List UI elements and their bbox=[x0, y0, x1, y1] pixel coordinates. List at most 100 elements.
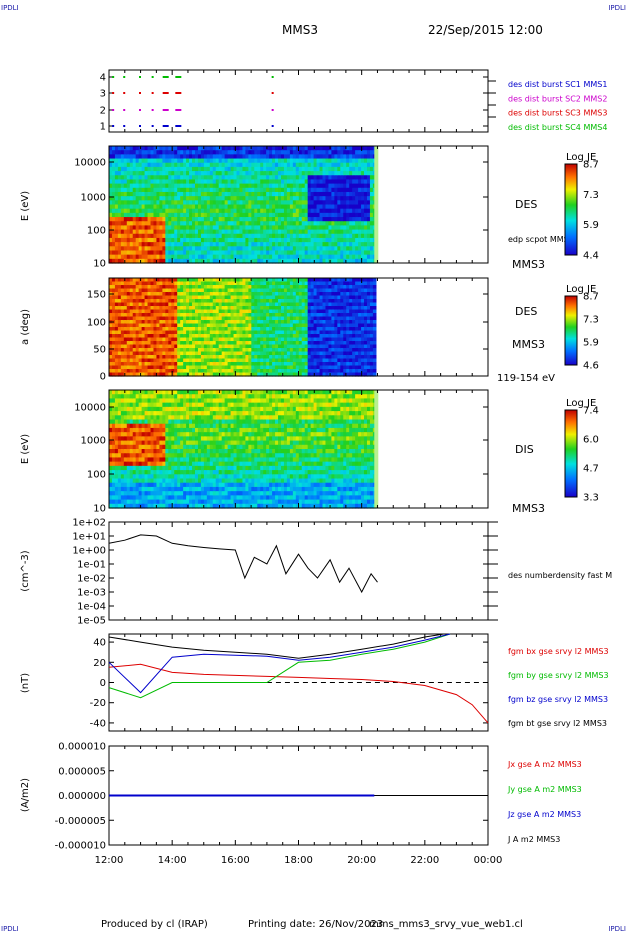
des-energy-cell bbox=[177, 183, 181, 189]
des-energy-cell bbox=[203, 191, 208, 197]
des-energy-cell bbox=[109, 175, 113, 181]
des-energy-cell bbox=[159, 204, 163, 210]
des-energy-cell bbox=[197, 196, 202, 201]
des-energy-cell bbox=[132, 162, 137, 168]
des-energy-cell bbox=[150, 258, 155, 264]
des-energy-cell bbox=[117, 154, 122, 160]
des-energy-cell bbox=[132, 246, 137, 252]
des-energy-cell bbox=[183, 158, 187, 164]
des-energy-cell bbox=[114, 191, 119, 197]
des-energy-cell bbox=[194, 204, 199, 210]
des-energy-cell bbox=[180, 254, 184, 260]
des-energy-cell bbox=[129, 254, 134, 260]
des-energy-cell bbox=[171, 187, 175, 193]
des-energy-cell bbox=[109, 204, 113, 210]
des-energy-cell bbox=[109, 146, 113, 151]
des-energy-cell bbox=[168, 183, 172, 189]
des-energy-cell bbox=[123, 229, 128, 235]
des-energy-cell bbox=[129, 158, 134, 164]
des-energy-cell bbox=[186, 212, 190, 218]
des-energy-cell bbox=[135, 175, 140, 181]
des-energy-cell bbox=[138, 191, 143, 197]
y-tick-label: 1 bbox=[100, 122, 106, 133]
des-energy-cell bbox=[200, 221, 205, 226]
des-energy-cell bbox=[144, 179, 149, 185]
des-energy-cell bbox=[189, 258, 193, 264]
des-energy-cell bbox=[192, 154, 196, 160]
des-energy-cell bbox=[177, 162, 181, 168]
des-energy-cell bbox=[186, 217, 190, 222]
des-energy-cell bbox=[174, 233, 178, 239]
des-energy-cell bbox=[168, 150, 172, 155]
des-energy-cell bbox=[126, 175, 131, 181]
des-energy-cell bbox=[126, 162, 131, 168]
des-energy-cell bbox=[120, 204, 125, 210]
des-energy-cell bbox=[174, 237, 178, 243]
x-tick-label: 00:00 bbox=[474, 855, 503, 866]
des-energy-cell bbox=[194, 258, 199, 264]
des-energy-cell bbox=[180, 146, 184, 151]
des-energy-cell bbox=[197, 204, 202, 210]
des-energy-cell bbox=[171, 229, 175, 235]
des-energy-cell bbox=[109, 246, 113, 252]
des-energy-cell bbox=[168, 171, 172, 176]
des-energy-cell bbox=[171, 208, 175, 214]
des-energy-cell bbox=[165, 208, 169, 214]
des-energy-cell bbox=[200, 166, 205, 172]
des-energy-cell bbox=[177, 175, 181, 181]
des-energy-cell bbox=[192, 242, 196, 247]
des-energy-cell bbox=[192, 250, 196, 256]
des-energy-cell bbox=[111, 200, 116, 206]
des-energy-cell bbox=[120, 254, 125, 260]
des-energy-cell bbox=[194, 246, 199, 252]
des-energy-cell bbox=[203, 196, 208, 201]
des-energy-cell bbox=[189, 237, 193, 243]
des-energy-cell bbox=[200, 154, 205, 160]
des-energy-cell bbox=[150, 225, 155, 231]
des-energy-cell bbox=[141, 212, 146, 218]
des-energy-cell bbox=[192, 146, 196, 151]
des-energy-cell bbox=[197, 162, 202, 168]
des-energy-cell bbox=[129, 200, 134, 206]
des-energy-cell bbox=[141, 171, 146, 176]
des-energy-cell bbox=[174, 204, 178, 210]
des-energy-cell bbox=[197, 258, 202, 264]
des-energy-cell bbox=[203, 158, 208, 164]
des-energy-cell bbox=[159, 150, 163, 155]
des-energy-cell bbox=[189, 204, 193, 210]
des-energy-cell bbox=[120, 146, 125, 151]
des-energy-cell bbox=[135, 191, 140, 197]
des-energy-cell bbox=[114, 175, 119, 181]
burst-mark bbox=[175, 109, 182, 111]
des-energy-cell bbox=[129, 217, 134, 222]
des-energy-cell bbox=[194, 150, 199, 155]
des-energy-cell bbox=[194, 154, 199, 160]
des-energy-cell bbox=[123, 183, 128, 189]
des-energy-cell bbox=[120, 171, 125, 176]
des-energy-cell bbox=[168, 250, 172, 256]
des-energy-cell bbox=[111, 166, 116, 172]
corner-label-bl: IPDLI bbox=[1, 925, 19, 933]
des-energy-cell bbox=[192, 183, 196, 189]
des-energy-cell bbox=[165, 204, 169, 210]
burst-mark bbox=[139, 109, 142, 111]
des-energy-cell bbox=[123, 254, 128, 260]
des-energy-cell bbox=[114, 233, 119, 239]
des-energy-cell bbox=[156, 233, 161, 239]
des-energy-cell bbox=[159, 258, 163, 264]
des-energy-cell bbox=[126, 250, 131, 256]
des-energy-cell bbox=[165, 158, 169, 164]
des-energy-cell bbox=[192, 237, 196, 243]
des-energy-cell bbox=[144, 250, 149, 256]
des-energy-cell bbox=[165, 150, 169, 155]
des-energy-cell bbox=[186, 254, 190, 260]
des-energy-cell bbox=[186, 191, 190, 197]
burst-mark bbox=[123, 109, 126, 111]
des-energy-cell bbox=[156, 146, 161, 151]
des-energy-cell bbox=[177, 258, 181, 264]
des-energy-cell bbox=[200, 237, 205, 243]
des-energy-cell bbox=[138, 246, 143, 252]
des-energy-cell bbox=[180, 175, 184, 181]
des-energy-cell bbox=[168, 154, 172, 160]
des-energy-cell bbox=[186, 208, 190, 214]
